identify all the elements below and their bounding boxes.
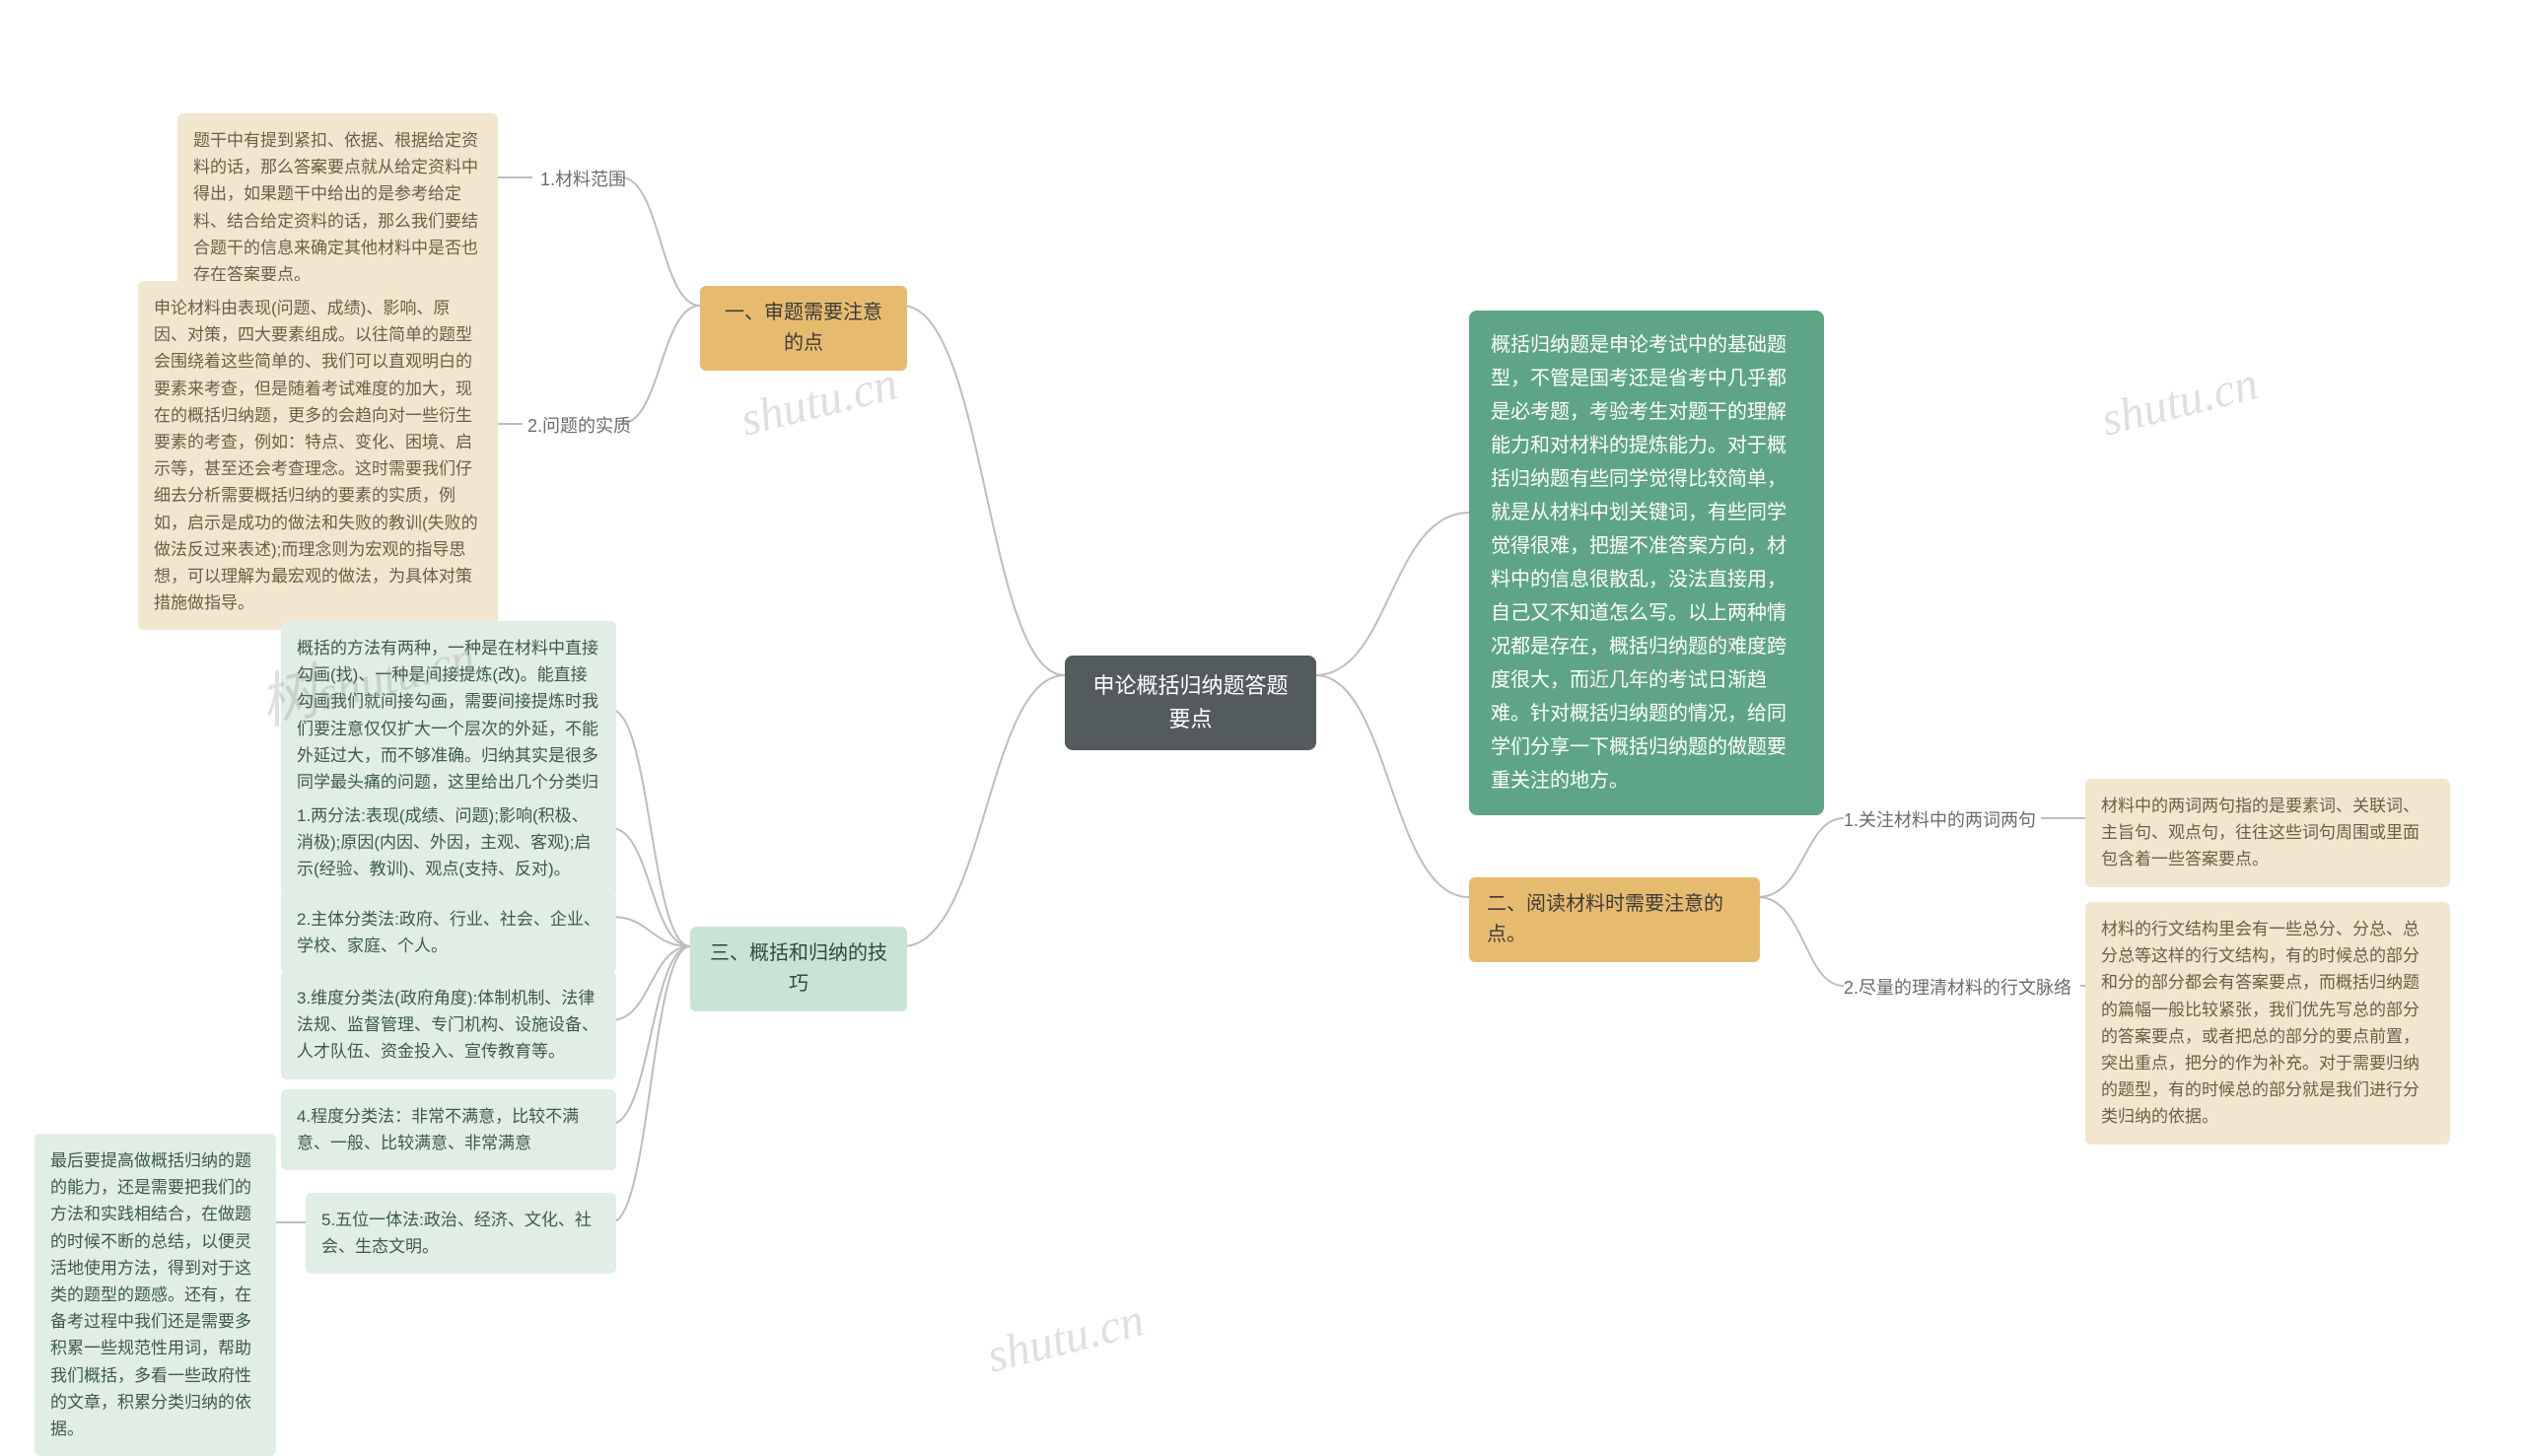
sec1-item2-label[interactable]: 2.问题的实质 [523,409,631,445]
watermark: shutu.cn [2096,356,2264,447]
sec1-item2-text[interactable]: 申论材料由表现(问题、成绩)、影响、原因、对策，四大要素组成。以往简单的题型会围… [138,281,498,630]
sec3-m5-note[interactable]: 最后要提高做概括归纳的题的能力，还是需要把我们的方法和实践相结合，在做题的时候不… [35,1134,276,1456]
sec1-item2-text-content: 申论材料由表现(问题、成绩)、影响、原因、对策，四大要素组成。以往简单的题型会围… [154,299,478,612]
sec2-item2-text[interactable]: 材料的行文结构里会有一些总分、分总、总分总等这样的行文结构，有的时候总的部分和分… [2085,902,2450,1144]
sec1-item1-text-content: 题干中有提到紧扣、依据、根据给定资料的话，那么答案要点就从给定资料中得出，如果题… [193,131,478,284]
watermark: shutu.cn [982,1292,1150,1383]
section-3-title: 三、概括和归纳的技巧 [710,942,887,995]
sec2-item2-label-text: 2.尽量的理清材料的行文脉络 [1844,978,2071,998]
sec3-m4[interactable]: 4.程度分类法：非常不满意，比较不满意、一般、比较满意、非常满意 [281,1089,616,1170]
sec3-m4-text: 4.程度分类法：非常不满意，比较不满意、一般、比较满意、非常满意 [297,1107,579,1152]
sec1-item1-label-text: 1.材料范围 [540,170,626,189]
root-node[interactable]: 申论概括归纳题答题要点 [1065,656,1316,750]
intro-node[interactable]: 概括归纳题是申论考试中的基础题型，不管是国考还是省考中几乎都是必考题，考验考生对… [1469,311,1824,815]
sec1-item1-label[interactable]: 1.材料范围 [532,163,626,198]
sec3-m1-text: 1.两分法:表现(成绩、问题);影响(积极、消极);原因(内因、外因，主观、客观… [297,806,591,878]
section-3[interactable]: 三、概括和归纳的技巧 [690,927,907,1011]
sec2-item1-text-content: 材料中的两词两句指的是要素词、关联词、主旨句、观点句，往往这些词句周围或里面包含… [2101,797,2419,868]
sec3-m3-text: 3.维度分类法(政府角度):体制机制、法律法规、监督管理、专门机构、设施设备、人… [297,989,598,1061]
section-2[interactable]: 二、阅读材料时需要注意的点。 [1469,877,1760,962]
mindmap-canvas: 申论概括归纳题答题要点 概括归纳题是申论考试中的基础题型，不管是国考还是省考中几… [0,0,2524,1391]
sec2-item1-text[interactable]: 材料中的两词两句指的是要素词、关联词、主旨句、观点句，往往这些词句周围或里面包含… [2085,779,2450,887]
section-2-title: 二、阅读材料时需要注意的点。 [1487,893,1723,945]
sec2-item1-label-text: 1.关注材料中的两词两句 [1844,810,2036,830]
sec3-m2-text: 2.主体分类法:政府、行业、社会、企业、学校、家庭、个人。 [297,910,600,955]
sec2-item1-label[interactable]: 1.关注材料中的两词两句 [1844,803,2051,839]
sec2-item2-text-content: 材料的行文结构里会有一些总分、分总、总分总等这样的行文结构，有的时候总的部分和分… [2101,920,2419,1126]
section-1-title: 一、审题需要注意的点 [725,302,882,354]
sec3-m2[interactable]: 2.主体分类法:政府、行业、社会、企业、学校、家庭、个人。 [281,892,616,973]
section-1[interactable]: 一、审题需要注意的点 [700,286,907,371]
sec1-item2-label-text: 2.问题的实质 [527,416,631,436]
sec2-item2-label[interactable]: 2.尽量的理清材料的行文脉络 [1844,971,2090,1006]
sec3-m5-label[interactable]: 5.五位一体法:政治、经济、文化、社会、生态文明。 [306,1193,616,1274]
root-title: 申论概括归纳题答题要点 [1092,673,1288,731]
sec3-m5-label-text: 5.五位一体法:政治、经济、文化、社会、生态文明。 [321,1211,592,1256]
intro-text: 概括归纳题是申论考试中的基础题型，不管是国考还是省考中几乎都是必考题，考验考生对… [1491,334,1787,792]
sec3-m1[interactable]: 1.两分法:表现(成绩、问题);影响(积极、消极);原因(内因、外因，主观、客观… [281,789,616,897]
sec1-item1-text[interactable]: 题干中有提到紧扣、依据、根据给定资料的话，那么答案要点就从给定资料中得出，如果题… [177,113,498,302]
sec3-m3[interactable]: 3.维度分类法(政府角度):体制机制、法律法规、监督管理、专门机构、设施设备、人… [281,971,616,1079]
sec3-m5-note-text: 最后要提高做概括归纳的题的能力，还是需要把我们的方法和实践相结合，在做题的时候不… [50,1151,251,1438]
